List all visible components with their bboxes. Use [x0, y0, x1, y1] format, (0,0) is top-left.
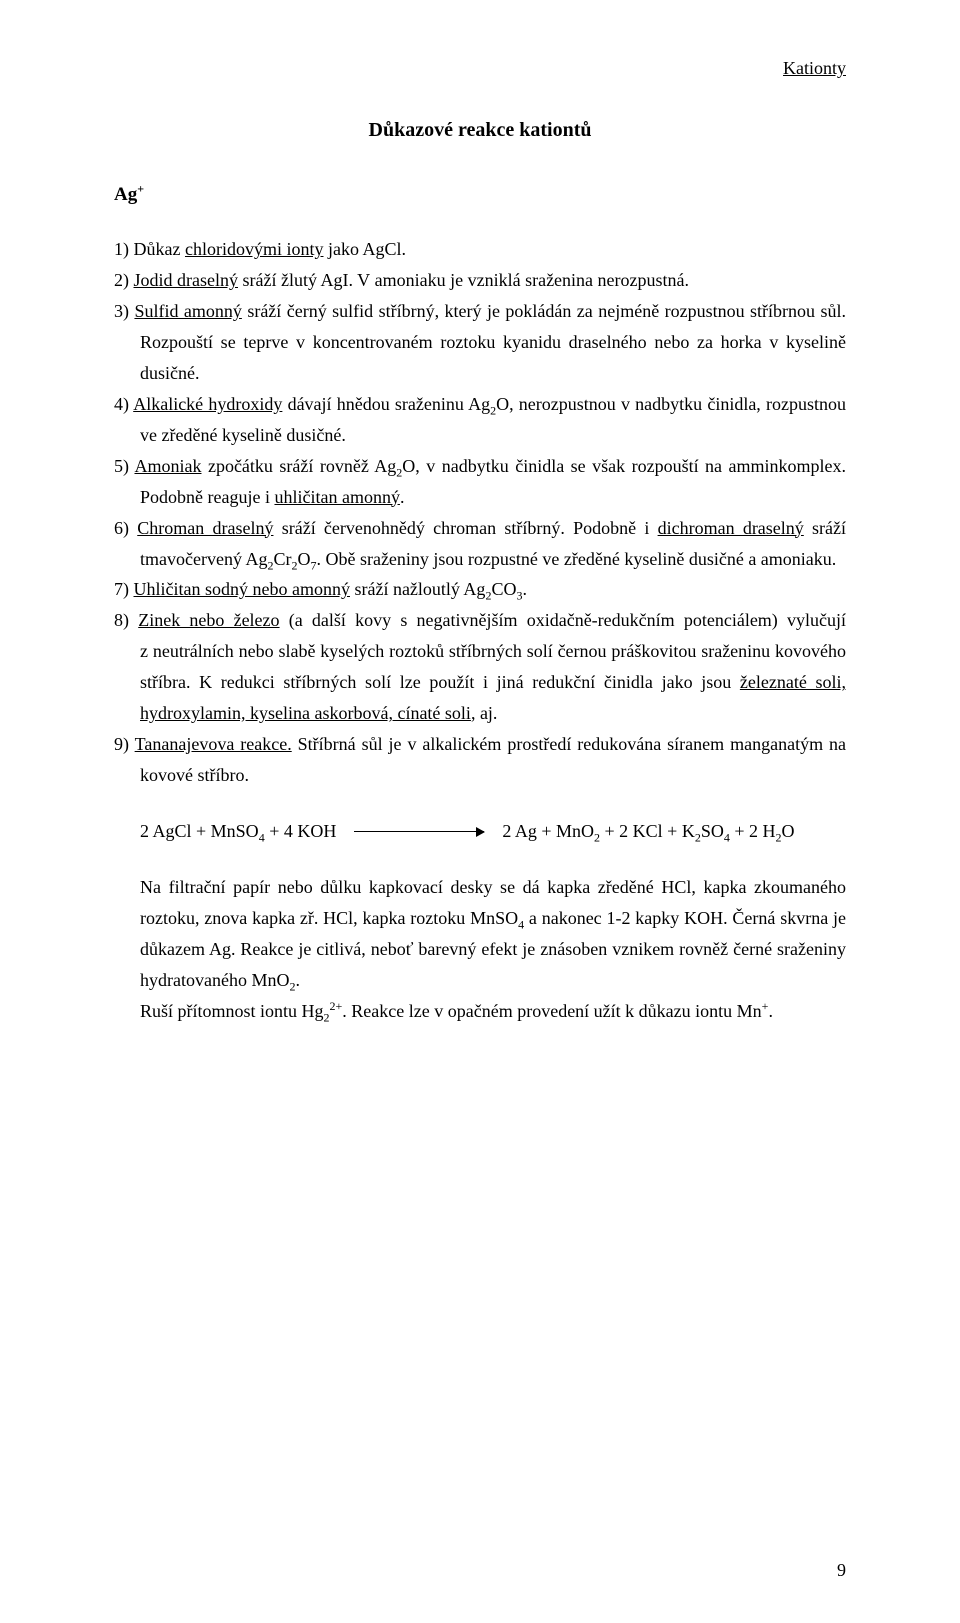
- text: O: [297, 549, 310, 569]
- text: 4): [114, 394, 133, 414]
- text: 8): [114, 610, 138, 630]
- text: 1) Důkaz: [114, 239, 185, 259]
- text: zpočátku sráží rovněž Ag: [201, 456, 396, 476]
- text: sráží červenohnědý chroman stříbrný. Pod…: [273, 518, 657, 538]
- underlined: Jodid draselný: [134, 270, 238, 290]
- underlined: Zinek nebo železo: [138, 610, 279, 630]
- text: .: [295, 970, 300, 990]
- text: dávají hnědou sraženinu Ag: [282, 394, 490, 414]
- text: , aj.: [471, 703, 498, 723]
- text: 9): [114, 734, 135, 754]
- page-title: Důkazové reakce kationtů: [114, 119, 846, 142]
- text: . Reakce lze v opačném provedení užít k …: [342, 1001, 761, 1021]
- text: .: [400, 487, 405, 507]
- text: + 2 H: [730, 821, 776, 841]
- paragraph: Ruší přítomnost iontu Hg22+. Reakce lze …: [140, 996, 846, 1027]
- text: 3): [114, 301, 134, 321]
- text: SO: [701, 821, 724, 841]
- underlined: Chroman draselný: [137, 518, 273, 538]
- paragraph: Na filtrační papír nebo důlku kapkovací …: [140, 872, 846, 996]
- text: CO: [491, 579, 516, 599]
- text: + 4 KOH: [265, 821, 337, 841]
- text: 2): [114, 270, 134, 290]
- header-kationty: Kationty: [114, 58, 846, 79]
- text: sráží černý sulfid stříbrný, který je po…: [140, 301, 846, 383]
- text: 7): [114, 579, 134, 599]
- ion-heading: Ag+: [114, 184, 846, 206]
- list-item: 3) Sulfid amonný sráží černý sulfid stří…: [114, 296, 846, 389]
- underlined: Uhličitan sodný nebo amonný: [134, 579, 350, 599]
- equation: 2 AgCl + MnSO4 + 4 KOH 2 Ag + MnO2 + 2 K…: [140, 821, 846, 842]
- reaction-arrow-icon: [354, 831, 484, 832]
- equation-lhs: 2 AgCl + MnSO4 + 4 KOH: [140, 821, 336, 842]
- underlined: Amoniak: [134, 456, 201, 476]
- text: Cr: [273, 549, 291, 569]
- page-number: 9: [837, 1560, 846, 1581]
- underlined: chloridovými ionty: [185, 239, 324, 259]
- text: 2 Ag + MnO: [502, 821, 594, 841]
- reaction-list: 1) Důkaz chloridovými ionty jako AgCl. 2…: [114, 234, 846, 791]
- list-item: 7) Uhličitan sodný nebo amonný sráží naž…: [114, 574, 846, 605]
- text: .: [522, 579, 527, 599]
- underlined: dichroman draselný: [658, 518, 804, 538]
- superscript: 2+: [330, 999, 343, 1013]
- underlined: Sulfid amonný: [134, 301, 241, 321]
- underlined: uhličitan amonný: [274, 487, 399, 507]
- underlined: Tananajevova reakce.: [135, 734, 292, 754]
- page: Kationty Důkazové reakce kationtů Ag+ 1)…: [0, 0, 960, 1623]
- list-item: 2) Jodid draselný sráží žlutý AgI. V amo…: [114, 265, 846, 296]
- list-item: 9) Tananajevova reakce. Stříbrná sůl je …: [114, 729, 846, 791]
- list-item: 1) Důkaz chloridovými ionty jako AgCl.: [114, 234, 846, 265]
- text: jako AgCl.: [323, 239, 406, 259]
- text: sráží žlutý AgI. V amoniaku je vzniklá s…: [238, 270, 689, 290]
- list-item: 4) Alkalické hydroxidy dávají hnědou sra…: [114, 389, 846, 451]
- underlined: Alkalické hydroxidy: [133, 394, 282, 414]
- ion-charge: +: [137, 182, 144, 196]
- text: 5): [114, 456, 134, 476]
- text: Ruší přítomnost iontu Hg: [140, 1001, 324, 1021]
- text: .: [768, 1001, 773, 1021]
- list-item: 8) Zinek nebo železo (a další kovy s neg…: [114, 605, 846, 729]
- text: 2 AgCl + MnSO: [140, 821, 259, 841]
- ion-symbol: Ag: [114, 184, 137, 205]
- list-item: 6) Chroman draselný sráží červenohnědý c…: [114, 513, 846, 575]
- text: O: [782, 821, 795, 841]
- list-item: 5) Amoniak zpočátku sráží rovněž Ag2O, v…: [114, 451, 846, 513]
- text: 6): [114, 518, 137, 538]
- equation-rhs: 2 Ag + MnO2 + 2 KCl + K2SO4 + 2 H2O: [502, 821, 794, 842]
- text: + 2 KCl + K: [600, 821, 695, 841]
- text: sráží nažloutlý Ag: [350, 579, 485, 599]
- text: . Obě sraženiny jsou rozpustné ve zředěn…: [316, 549, 836, 569]
